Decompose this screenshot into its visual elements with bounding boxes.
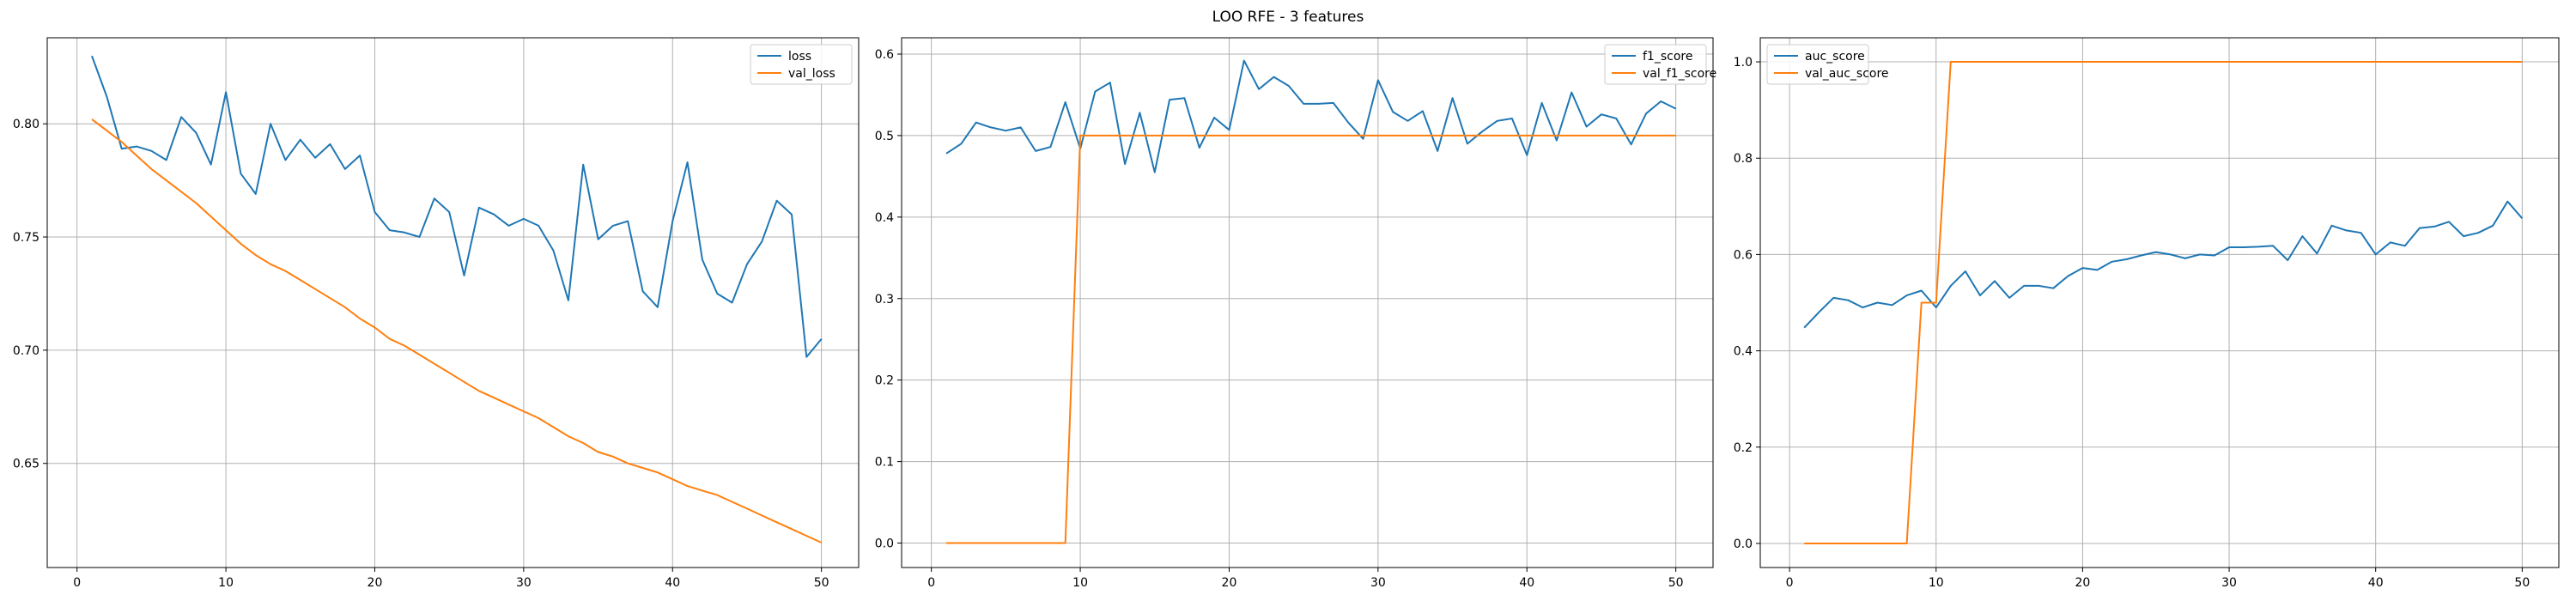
legend-label: auc_score xyxy=(1805,50,1865,64)
y-tick-label: 0.2 xyxy=(875,374,894,388)
x-tick-label: 50 xyxy=(1668,576,1684,590)
y-tick-label: 0.4 xyxy=(1734,345,1753,359)
axes-frame xyxy=(1759,37,2560,568)
x-tick-label: 40 xyxy=(1519,576,1534,590)
y-tick-label: 0.80 xyxy=(13,118,39,131)
y-tick-label: 0.5 xyxy=(875,130,894,143)
x-tick-label: 20 xyxy=(368,576,383,590)
x-tick-label: 40 xyxy=(2368,576,2384,590)
y-tick-label: 0.65 xyxy=(13,458,39,471)
x-tick-label: 10 xyxy=(1929,576,1944,590)
x-tick-label: 30 xyxy=(516,576,532,590)
x-tick-label: 10 xyxy=(1072,576,1088,590)
legend: loss val_loss xyxy=(750,44,853,85)
legend: f1_score val_f1_score xyxy=(1604,44,1716,85)
y-tick-label: 0.6 xyxy=(1734,248,1753,262)
chart-panel-2: 0 10 20 30 40 50 0.0 0.1 0.2 0.3 0.4 0.5 0.6 f1_score… xyxy=(875,37,1716,590)
y-tick-label: 0.2 xyxy=(1734,441,1753,455)
y-tick-label: 0.70 xyxy=(13,344,39,358)
series-line-auc_score xyxy=(1803,200,2524,329)
series-line-val_f1_score xyxy=(946,134,1676,544)
y-tick-label: 0.75 xyxy=(13,231,39,245)
y-tick-label: 0.8 xyxy=(1734,152,1753,166)
x-tick-label: 50 xyxy=(2514,576,2530,590)
x-tick-label: 20 xyxy=(1222,576,1237,590)
y-tick-label: 0.3 xyxy=(875,293,894,307)
figure-title: LOO RFE - 3 features xyxy=(1212,9,1364,26)
legend: auc_score val_auc_score xyxy=(1766,44,1889,85)
chart-panel-1: 0 10 20 30 40 50 0.65 0.70 0.75 0.80 loss val_loss xyxy=(13,37,860,590)
y-tick-label: 0.1 xyxy=(875,456,894,470)
series-line-val_auc_score xyxy=(1804,61,2523,544)
series-line-loss xyxy=(91,55,823,358)
legend-box xyxy=(1766,44,1869,85)
axes-frame xyxy=(46,37,860,568)
legend-label: val_auc_score xyxy=(1805,67,1889,81)
x-tick-label: 30 xyxy=(1370,576,1386,590)
series-line-f1_score xyxy=(945,59,1677,173)
x-tick-label: 20 xyxy=(2075,576,2090,590)
x-tick-label: 50 xyxy=(814,576,829,590)
legend-box xyxy=(750,44,853,85)
y-tick-label: 1.0 xyxy=(1734,56,1753,70)
y-tick-label: 0.4 xyxy=(875,211,894,225)
y-tick-label: 0.6 xyxy=(875,48,894,62)
y-tick-label: 0.0 xyxy=(1734,537,1753,551)
x-tick-label: 40 xyxy=(665,576,680,590)
x-tick-label: 10 xyxy=(218,576,234,590)
axes-frame xyxy=(901,37,1714,568)
y-tick-label: 0.0 xyxy=(875,537,894,551)
x-tick-label: 0 xyxy=(73,576,81,590)
x-tick-label: 30 xyxy=(2221,576,2237,590)
chart-panel-3: 0 10 20 30 40 50 0.0 0.2 0.4 0.6 0.8 1.0 auc_scoreva… xyxy=(1734,37,2560,590)
x-tick-label: 0 xyxy=(927,576,935,590)
legend-label: val_loss xyxy=(788,67,835,81)
legend-label: val_f1_score xyxy=(1643,67,1716,81)
legend-label: loss xyxy=(788,50,811,64)
series-line-val_loss xyxy=(91,118,823,543)
x-tick-label: 0 xyxy=(1786,576,1794,590)
legend-box xyxy=(1604,44,1707,85)
legend-label: f1_score xyxy=(1643,50,1692,64)
